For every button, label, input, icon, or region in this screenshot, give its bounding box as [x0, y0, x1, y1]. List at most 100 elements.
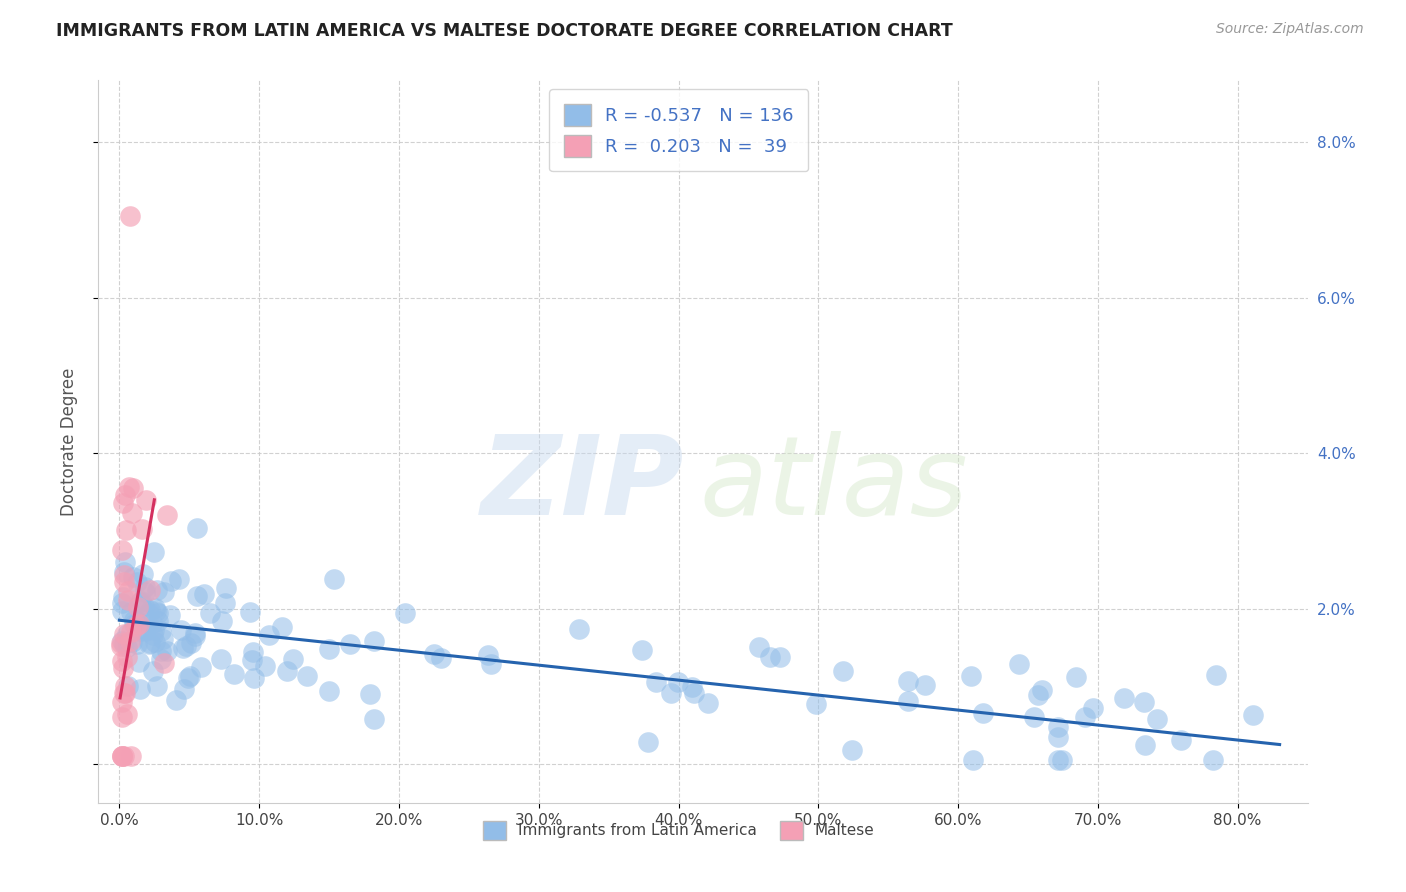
Point: [120, 749, 142, 764]
Point: [118, 480, 141, 494]
Point: [1170, 733, 1192, 747]
Point: [184, 625, 207, 640]
Point: [190, 660, 212, 674]
Point: [127, 575, 149, 590]
Point: [359, 687, 381, 701]
Point: [1046, 720, 1069, 734]
Point: [156, 508, 179, 523]
Point: [121, 634, 143, 648]
Point: [173, 681, 195, 696]
Point: [139, 636, 162, 650]
Point: [153, 656, 176, 670]
Point: [1133, 738, 1156, 752]
Point: [134, 624, 156, 638]
Point: [122, 613, 145, 627]
Point: [128, 655, 150, 669]
Point: [111, 749, 134, 764]
Point: [748, 640, 770, 654]
Point: [759, 650, 782, 665]
Point: [143, 635, 166, 649]
Point: [112, 495, 135, 509]
Point: [138, 637, 160, 651]
Point: [1073, 710, 1095, 724]
Point: [897, 674, 920, 689]
Point: [143, 600, 166, 615]
Point: [683, 686, 706, 700]
Point: [177, 671, 200, 685]
Point: [240, 652, 263, 666]
Point: [112, 661, 135, 675]
Point: [156, 644, 179, 658]
Point: [120, 606, 142, 620]
Point: [832, 664, 855, 678]
Point: [143, 545, 166, 559]
Point: [769, 650, 792, 665]
Point: [134, 585, 156, 599]
Point: [697, 696, 720, 710]
Point: [117, 650, 139, 665]
Point: [169, 573, 191, 587]
Point: [1081, 700, 1104, 714]
Point: [276, 664, 298, 678]
Point: [322, 572, 344, 586]
Point: [128, 617, 150, 632]
Point: [681, 680, 703, 694]
Point: [209, 652, 232, 666]
Point: [804, 698, 827, 712]
Point: [112, 590, 135, 604]
Point: [139, 582, 162, 597]
Text: IMMIGRANTS FROM LATIN AMERICA VS MALTESE DOCTORATE DEGREE CORRELATION CHART: IMMIGRANTS FROM LATIN AMERICA VS MALTESE…: [56, 22, 953, 40]
Point: [1112, 690, 1135, 705]
Point: [111, 634, 134, 648]
Point: [148, 614, 170, 628]
Point: [138, 606, 160, 620]
Point: [112, 574, 135, 589]
Point: [129, 682, 152, 697]
Point: [141, 615, 163, 630]
Point: [159, 607, 181, 622]
Point: [170, 623, 193, 637]
Point: [149, 644, 172, 658]
Point: [117, 593, 139, 607]
Point: [117, 640, 139, 655]
Point: [1064, 670, 1087, 684]
Point: [211, 614, 233, 628]
Point: [139, 602, 162, 616]
Point: [110, 639, 132, 653]
Point: [115, 707, 138, 722]
Point: [186, 521, 208, 535]
Point: [200, 606, 222, 620]
Point: [132, 599, 155, 614]
Point: [118, 209, 141, 223]
Point: [477, 648, 499, 662]
Point: [131, 594, 153, 608]
Point: [841, 743, 863, 757]
Point: [363, 633, 385, 648]
Point: [134, 580, 156, 594]
Point: [318, 684, 340, 698]
Point: [111, 710, 134, 724]
Text: ZIP: ZIP: [481, 432, 685, 539]
Point: [1241, 707, 1264, 722]
Point: [422, 647, 444, 661]
Point: [142, 623, 165, 637]
Point: [270, 619, 292, 633]
Point: [111, 654, 134, 668]
Point: [1031, 683, 1053, 698]
Point: [914, 677, 936, 691]
Point: [112, 636, 135, 650]
Point: [122, 481, 145, 495]
Point: [1202, 753, 1225, 767]
Point: [111, 604, 134, 618]
Point: [112, 568, 135, 582]
Point: [159, 574, 181, 588]
Point: [146, 606, 169, 620]
Point: [111, 695, 134, 709]
Point: [132, 567, 155, 582]
Point: [1146, 712, 1168, 726]
Point: [114, 686, 136, 700]
Point: [1047, 753, 1070, 767]
Point: [962, 753, 984, 767]
Point: [149, 652, 172, 666]
Point: [142, 664, 165, 678]
